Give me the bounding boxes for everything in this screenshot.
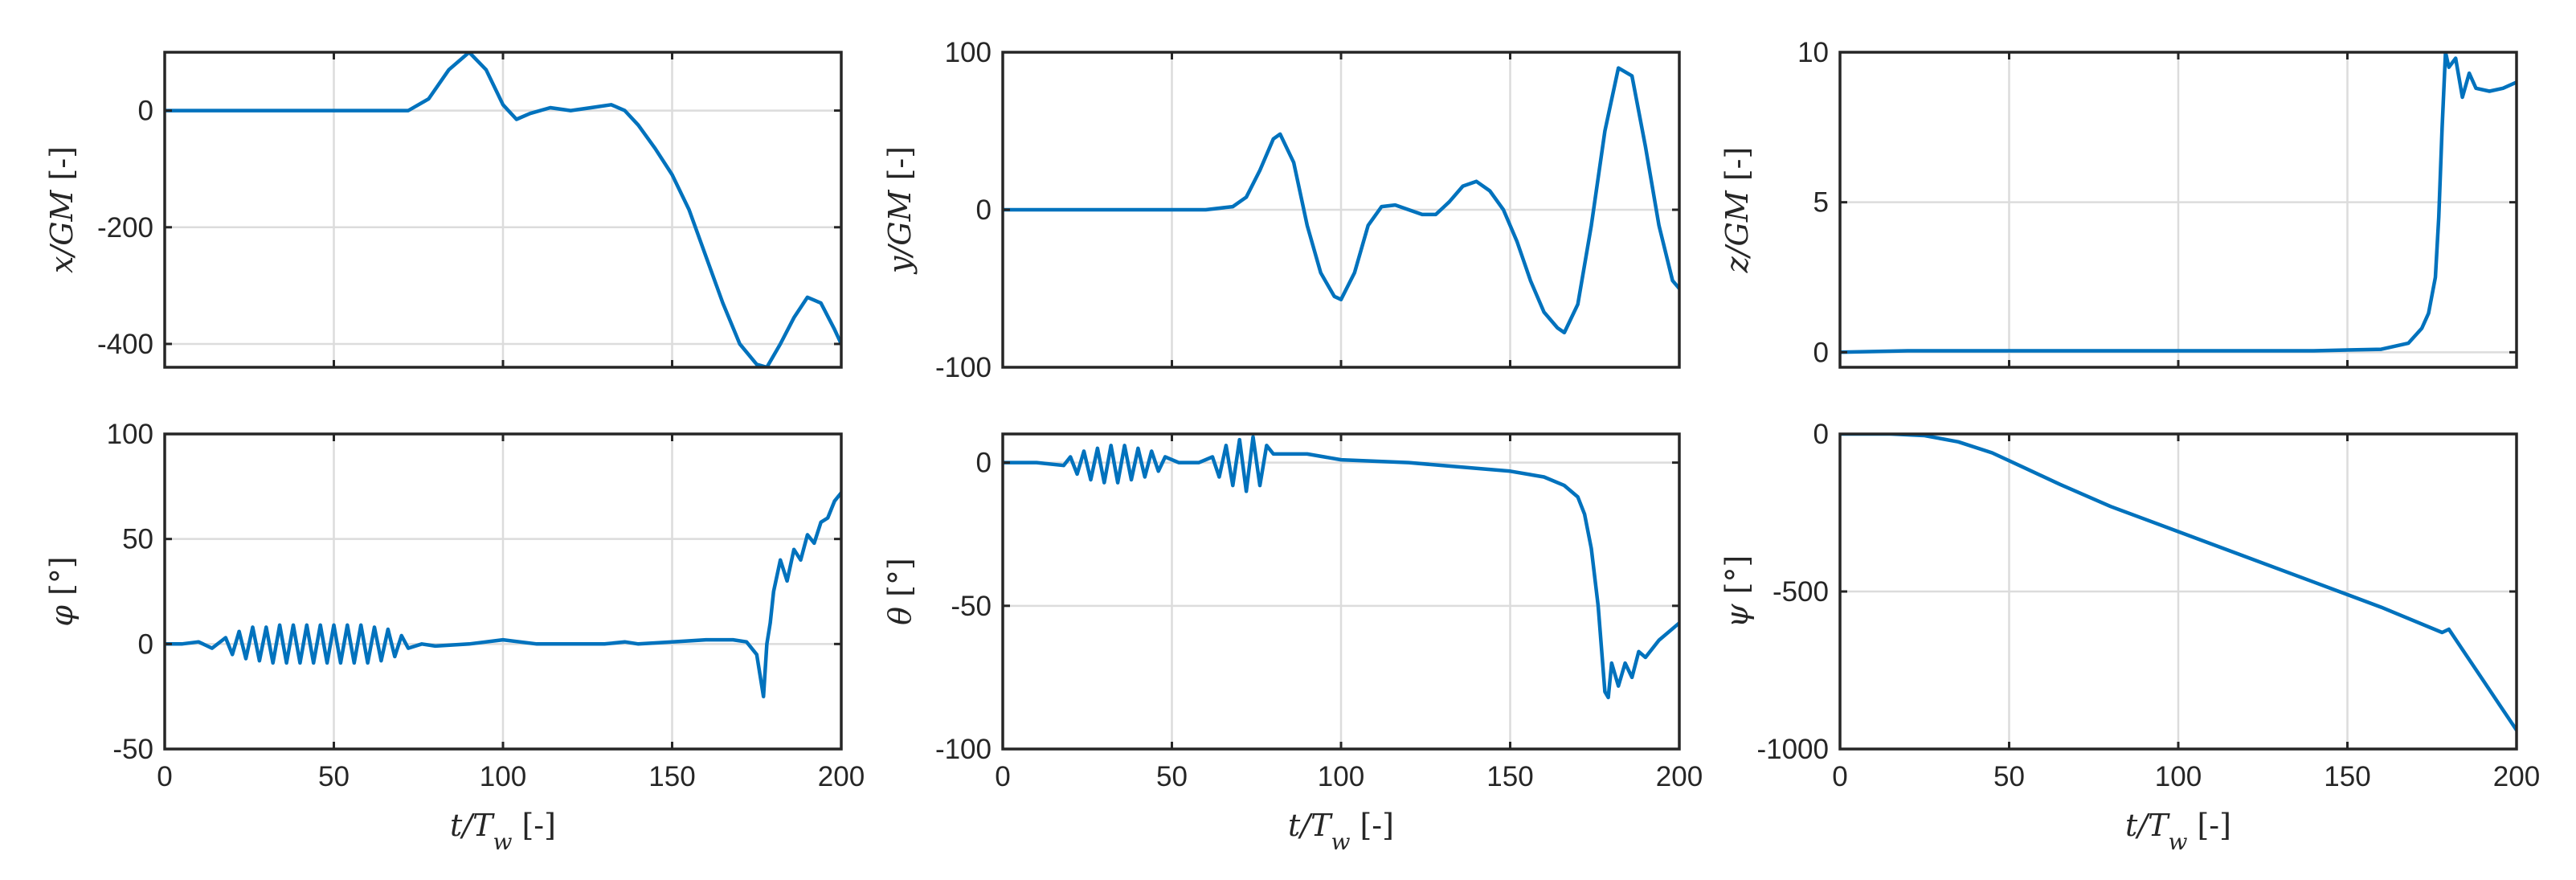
subplot-psi: 0 50 100 150 200 -1000 -500 0 ψ [°] t/Tw [-] [1719,419,2540,855]
x-tick-label: 100 [480,761,526,792]
y-tick-label: -200 [97,212,153,244]
series-line-z [1840,52,2517,354]
y-tick-label: -400 [97,329,153,360]
y-tick-label: -100 [935,352,992,383]
x-tick-label: 150 [648,761,695,792]
y-tick-label: 5 [1813,187,1829,219]
x-tick-label: 200 [1656,761,1703,792]
series-line-theta [1003,435,1679,700]
x-tick-label: 100 [1318,761,1364,792]
y-axis-label: θ [°] [882,558,918,625]
subplot-z: 0 5 10 z/GM [-] [1719,37,2518,369]
y-tick-label: 10 [1797,37,1829,68]
y-tick-label: 0 [976,194,992,226]
y-tick-label: -50 [951,591,992,622]
y-tick-label: 100 [107,419,153,450]
series-line-x [165,52,841,367]
y-axis-label: ψ [°] [1719,555,1755,628]
series-line-y [1003,66,1679,335]
x-tick-label: 50 [1993,761,2025,792]
y-tick-label: 0 [1813,419,1829,450]
x-tick-label: 100 [2155,761,2202,792]
y-axis-label: φ [°] [44,556,80,626]
subplot-y: -100 0 100 y/GM [-] [882,37,1681,383]
x-tick-label: 0 [157,761,172,792]
y-axis-label: y/GM [-] [882,146,918,275]
x-tick-label: 0 [995,761,1010,792]
y-axis-label: x/GM [-] [44,146,80,273]
y-tick-label: -50 [112,734,153,765]
series-line-psi [1840,434,2517,732]
x-axis-label: t/Tw [-] [2125,808,2231,855]
y-tick-label: -500 [1773,576,1829,608]
y-tick-label: 50 [122,524,153,555]
x-tick-label: 50 [318,761,350,792]
y-tick-label: -100 [935,734,992,765]
y-tick-label: 0 [138,628,153,660]
y-tick-label: 0 [138,96,153,127]
x-tick-label: 200 [2493,761,2540,792]
x-tick-label: 150 [2324,761,2370,792]
x-tick-label: 0 [1832,761,1847,792]
x-tick-label: 200 [818,761,865,792]
x-axis-label: t/Tw [-] [450,808,556,855]
x-tick-label: 150 [1486,761,1533,792]
subplot-x: -400 -200 0 x/GM [-] [44,51,843,369]
y-tick-label: 0 [1813,337,1829,368]
y-tick-label: 100 [945,37,992,68]
subplot-theta: 0 50 100 150 200 -100 -50 0 θ [°] t/Tw [-] [882,432,1703,855]
y-tick-label: -1000 [1756,734,1829,765]
x-tick-label: 50 [1156,761,1188,792]
y-axis-label: z/GM [-] [1719,147,1755,274]
x-axis-label: t/Tw [-] [1288,808,1394,855]
series-line-phi [165,490,841,698]
y-tick-label: 0 [976,448,992,479]
